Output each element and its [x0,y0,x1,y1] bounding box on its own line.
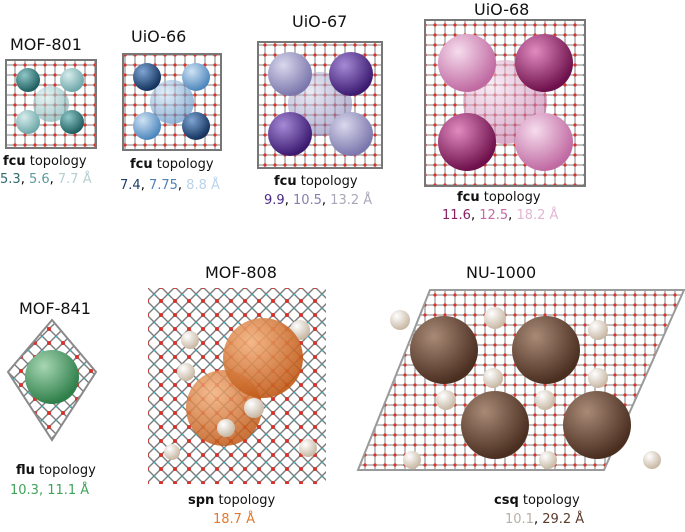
mof841-pore-sizes: 10.3, 11.1 Å [10,483,90,498]
uio68-topology: fcu topology [457,190,541,205]
mof808-structure [148,288,326,484]
mof801-pore-2: 5.6 [28,172,50,187]
nu1000-topology-suffix: topology [518,493,580,508]
mof801-name: MOF-801 [10,35,82,54]
mof808-topology-name: spn [188,493,215,508]
uio67-topology: fcu topology [274,174,358,189]
mof801-topology-suffix: topology [25,154,87,169]
mof801-pore-1: 5.3 [0,172,21,187]
nu1000-pore-2: 29.2 Å [542,512,585,527]
mof808-name: MOF-808 [205,263,277,282]
uio66-pore-3: 8.8 Å [186,178,220,193]
mof841-pore-1: 10.3 [10,483,39,498]
mof808-topology-suffix: topology [214,493,276,508]
uio66-topology: fcu topology [130,157,214,172]
uio67-pore-2: 10.5 [292,193,322,208]
uio66-topology-name: fcu [130,157,153,172]
uio67-pore-sizes: 9.9, 10.5, 13.2 Å [264,193,373,208]
mof841-topology-name: flu [16,463,35,478]
mof841-name: MOF-841 [19,299,91,318]
uio66-pore-sizes: 7.4, 7.75, 8.8 Å [120,178,220,193]
nu1000-topology-name: csq [494,493,519,508]
mof841-structure [6,318,98,442]
mof841-topology-suffix: topology [34,463,96,478]
nu1000-pore-sizes: 10.1, 29.2 Å [505,512,585,527]
uio68-topology-name: fcu [457,190,480,205]
uio68-name: UiO-68 [474,0,530,19]
uio68-pore-sizes: 11.6, 12.5, 18.2 Å [442,208,559,223]
mof801-topology-name: fcu [3,154,26,169]
uio66-name: UiO-66 [131,27,187,46]
uio68-pore-3: 18.2 Å [516,208,559,223]
uio68-pore-1: 11.6 [442,208,471,223]
uio66-pore-2: 7.75 [148,178,178,193]
uio68-structure [424,19,586,187]
uio67-pore-1: 9.9 [264,193,285,208]
uio66-pore-1: 7.4 [120,178,141,193]
uio67-structure [257,41,383,169]
nu1000-name: NU-1000 [466,263,537,282]
uio67-topology-suffix: topology [296,174,358,189]
nu1000-pore-1: 10.1 [505,512,534,527]
uio67-topology-name: fcu [274,174,297,189]
mof808-pore-1: 18.7 Å [213,512,255,527]
mof808-topology: spn topology [188,493,275,508]
uio68-pore-2: 12.5 [479,208,509,223]
uio66-structure [122,53,222,151]
mof808-pore-sizes: 18.7 Å [213,512,255,527]
nu1000-structure [356,289,685,471]
mof801-pore-3: 7.7 Å [57,172,92,187]
uio67-pore-3: 13.2 Å [330,193,373,208]
uio66-topology-suffix: topology [152,157,214,172]
mof801-topology: fcu topology [3,154,87,169]
mof841-pore-2: 11.1 Å [47,483,90,498]
mof841-topology: flu topology [16,463,96,478]
mof801-pore-sizes: 5.3, 5.6, 7.7 Å [0,172,92,187]
uio68-topology-suffix: topology [479,190,541,205]
mof801-structure [5,59,97,149]
nu1000-topology: csq topology [494,493,580,508]
uio67-name: UiO-67 [292,12,348,31]
